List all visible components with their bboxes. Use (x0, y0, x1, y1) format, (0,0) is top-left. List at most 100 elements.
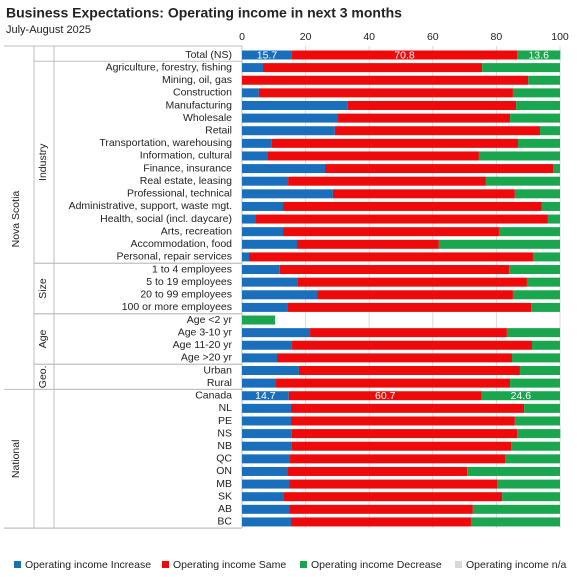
legend-label: Operating income n/a (466, 559, 567, 571)
bar-segment (242, 517, 291, 527)
bar-segment (242, 189, 333, 199)
legend-swatch (162, 561, 169, 568)
y-tick-label: Administrative, support, waste mgt. (69, 200, 232, 212)
group-label: Size (37, 278, 49, 299)
x-tick-label: 80 (491, 31, 503, 43)
bar-segment (242, 164, 325, 174)
bar-segment (242, 227, 284, 237)
bar-segment (242, 340, 292, 350)
bar-segment (242, 302, 288, 312)
bar-segment (334, 126, 540, 136)
y-tick-label: BC (217, 516, 232, 528)
bar-segment (519, 366, 560, 375)
bar-segment (297, 239, 439, 249)
bar-segment (532, 252, 560, 262)
bar-segment (288, 391, 482, 401)
y-tick-label: Finance, insurance (143, 162, 232, 174)
bar-segment (262, 63, 483, 73)
x-tick-label: 20 (300, 31, 312, 43)
bar-segment (242, 126, 335, 136)
y-tick-label: MB (216, 478, 232, 490)
bar-segment (310, 328, 507, 338)
bar-segment (242, 151, 268, 161)
bar-segment (287, 466, 468, 476)
bar-segment (242, 479, 290, 489)
bar-segment (242, 265, 280, 275)
bar-segment (288, 176, 486, 186)
y-tick-label: Professional, technical (127, 188, 232, 200)
bar-segment (470, 517, 560, 527)
bar-segment (242, 403, 291, 413)
group-label: Industry (37, 143, 49, 181)
bar-segment (248, 252, 533, 262)
bar-segment (255, 214, 548, 224)
bar-segment (510, 378, 560, 388)
data-label: 15.7 (257, 49, 278, 61)
y-tick-label: Accommodation, food (130, 238, 232, 250)
bar-segment (510, 113, 560, 123)
y-tick-label: Transportation, warehousing (99, 137, 232, 149)
bar-segment (242, 454, 291, 464)
y-tick-label: PE (218, 415, 232, 427)
y-tick-label: NL (219, 402, 233, 414)
bar-segment (242, 277, 298, 287)
bar-segment (324, 164, 554, 174)
y-tick-label: Wholesale (183, 112, 232, 124)
bar-segment (514, 416, 560, 426)
y-tick-label: QC (216, 453, 232, 465)
data-label: 70.8 (394, 49, 415, 61)
bar-segment (506, 328, 560, 338)
legend-swatch (300, 561, 307, 568)
bar-segment (553, 164, 560, 174)
y-tick-label: Rural (207, 377, 232, 389)
bar-segment (242, 378, 277, 388)
data-label: 14.7 (255, 390, 276, 402)
bar-segment (242, 176, 289, 186)
y-tick-label: AB (218, 503, 232, 515)
bar-segment (242, 290, 318, 300)
bar-segment (242, 328, 311, 338)
chart-subtitle: July-August 2025 (6, 24, 91, 36)
bar-segment (290, 416, 515, 426)
bar-segment (242, 504, 290, 514)
group-label: Nova Scotia (10, 191, 22, 248)
y-tick-label: Urban (203, 364, 232, 376)
y-tick-label: Real estate, leasing (140, 175, 232, 187)
bar-segment (289, 479, 498, 489)
y-tick-label: Age >20 yr (181, 352, 233, 364)
y-tick-label: Manufacturing (165, 99, 232, 111)
bar-segment (518, 138, 560, 148)
bar-segment (524, 403, 560, 413)
y-tick-label: Construction (173, 87, 232, 99)
bar-segment (481, 391, 560, 401)
bar-segment (242, 113, 339, 123)
bar-segment (482, 63, 560, 73)
bar-segment (242, 75, 529, 85)
bar-segment (467, 466, 560, 476)
bar-segment (242, 252, 249, 262)
bar-segment (291, 340, 533, 350)
bar-segment (539, 126, 560, 136)
bar-segment (509, 265, 560, 275)
bar-segment (242, 366, 299, 375)
x-tick-label: 0 (239, 31, 245, 43)
bar-segment (526, 277, 560, 287)
y-tick-label: Age 11-20 yr (173, 339, 233, 351)
bar-segment (528, 75, 560, 85)
x-tick-label: 100 (551, 31, 569, 43)
bar-segment (514, 189, 560, 199)
bar-segment (438, 239, 560, 249)
bar-segment (291, 429, 518, 439)
y-tick-label: SK (218, 490, 232, 502)
y-tick-label: Personal, repair services (116, 251, 232, 263)
bar-segment (512, 88, 560, 98)
bar-segment (242, 466, 288, 476)
bar-segment (338, 113, 511, 123)
y-tick-label: ON (216, 465, 232, 477)
bar-segment (297, 277, 527, 287)
bar-segment (242, 138, 272, 148)
data-label: 13.6 (528, 49, 549, 61)
bar-segment (242, 50, 292, 60)
y-tick-label: 100 or more employees (122, 301, 232, 313)
